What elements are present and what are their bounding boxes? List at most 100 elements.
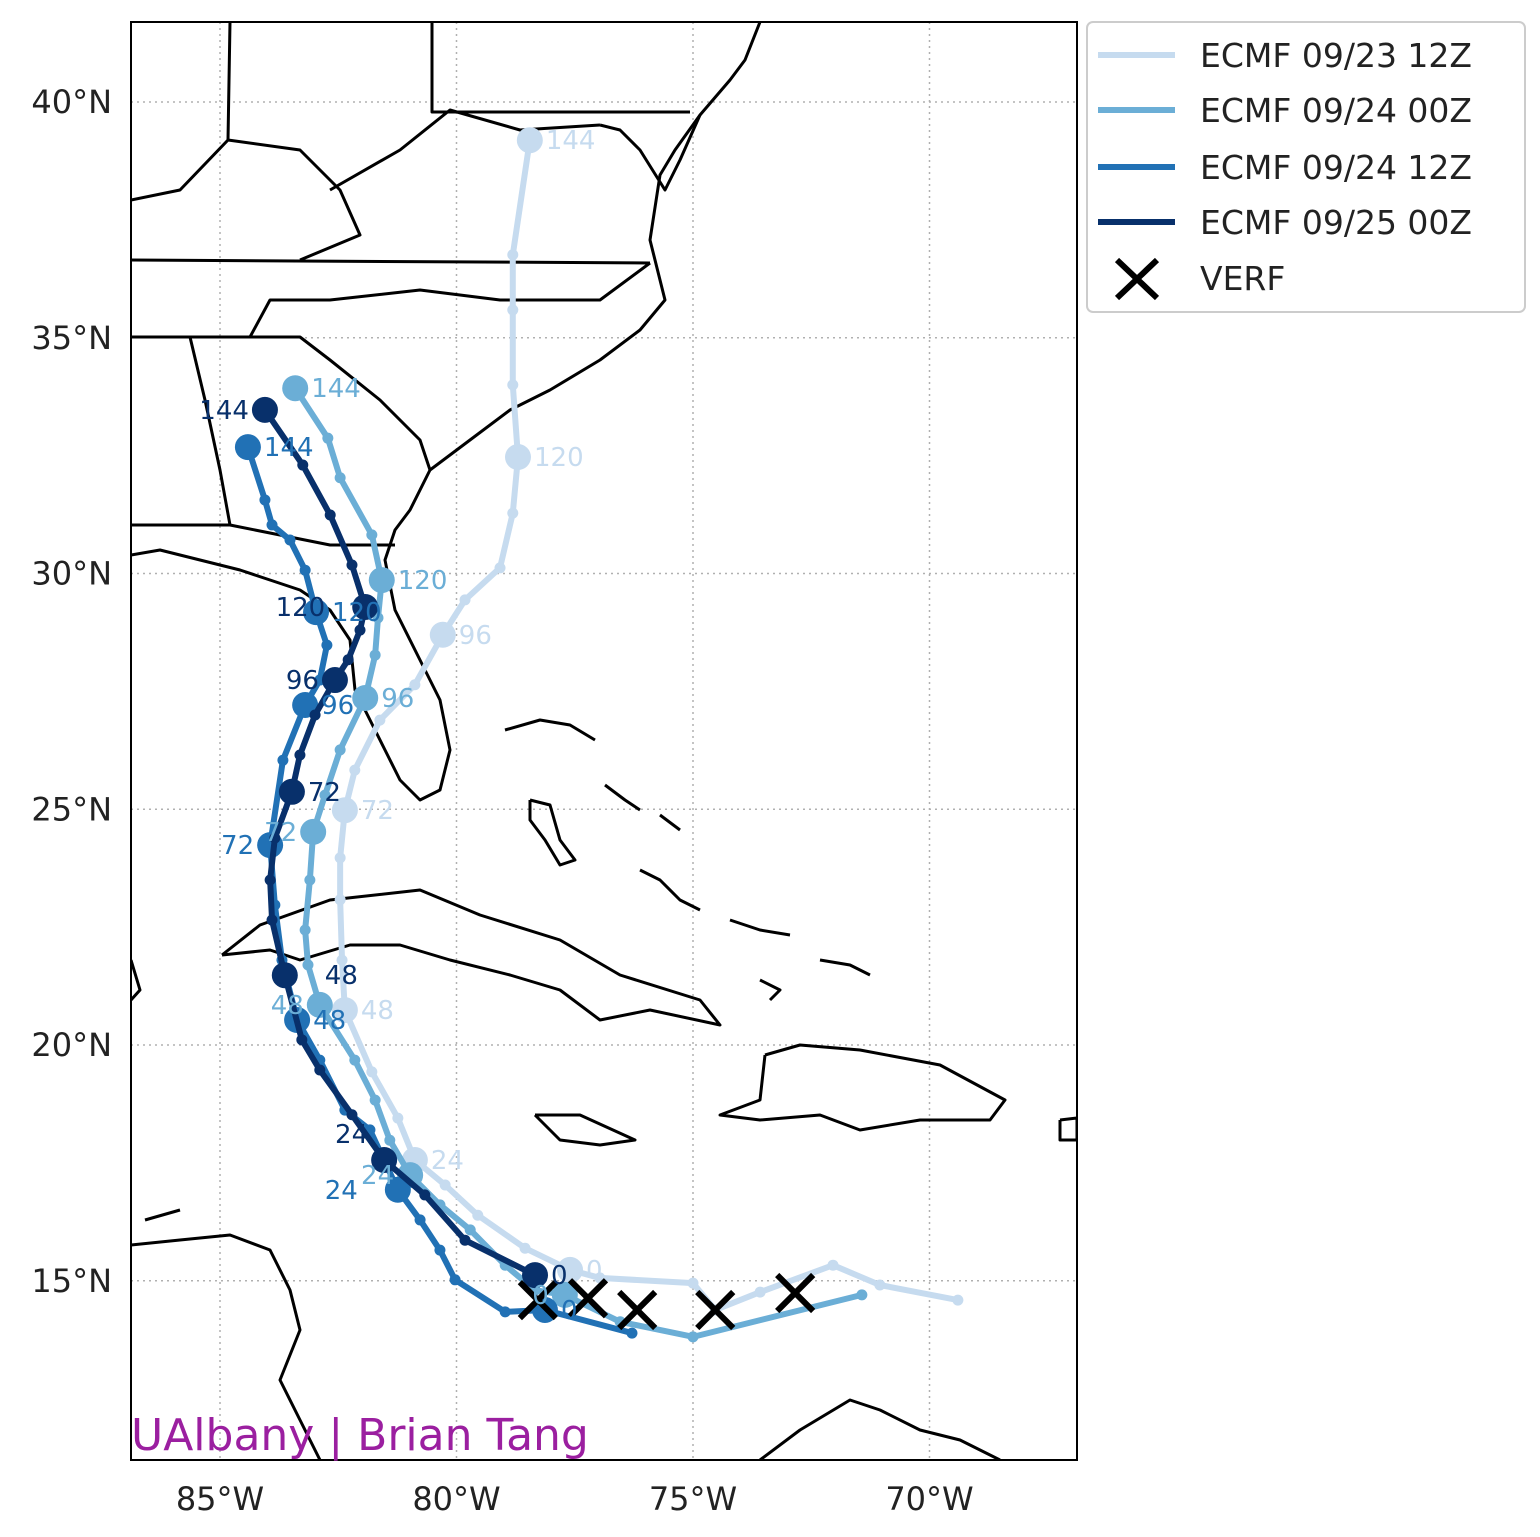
forecast-hour-label: 0 <box>586 1256 603 1286</box>
plot-frame <box>130 21 1078 1461</box>
forecast-hour-label: 24 <box>335 1120 368 1150</box>
track-point <box>334 894 346 906</box>
watermark: UAlbany | Brian Tang <box>131 1410 589 1461</box>
track-point <box>346 1109 358 1121</box>
forecast-hour-label: 24 <box>325 1176 358 1206</box>
track-point-major <box>271 962 298 989</box>
track-point-major <box>303 599 330 626</box>
track-point <box>322 432 334 444</box>
track-point <box>459 594 471 606</box>
track-point <box>259 494 271 506</box>
track-point <box>297 459 309 471</box>
forecast-hour-label: 144 <box>264 433 314 463</box>
track-point <box>439 1179 451 1191</box>
track-point <box>324 509 336 521</box>
track-point-major <box>352 593 379 620</box>
forecast-hour-label: 48 <box>271 991 304 1021</box>
track-point <box>314 1064 326 1076</box>
track-point-major <box>352 684 379 711</box>
verf-x-marker <box>775 1272 816 1314</box>
forecast-hour-label: 96 <box>381 684 414 714</box>
forecast-hour-label: 24 <box>361 1161 394 1191</box>
track-point <box>459 1234 471 1246</box>
forecast-hour-label: 96 <box>321 691 354 721</box>
forecast-hour-label: 144 <box>199 396 249 426</box>
track-point <box>449 1274 461 1286</box>
legend-x-icon <box>1114 257 1160 301</box>
track-point-major <box>331 997 358 1024</box>
track-point <box>334 472 346 484</box>
x-icon <box>775 1272 816 1314</box>
track-line <box>262 408 537 1278</box>
track-point <box>827 1259 839 1271</box>
track-point <box>519 1242 531 1254</box>
track-line <box>337 139 959 1313</box>
track-point <box>687 1331 699 1343</box>
axis-ticks: 85°W 80°W 75°W 70°W 40°N 35°N 30°N 25°N 20°N 15°N <box>31 83 973 1518</box>
track-point-major <box>282 375 309 402</box>
verf-x-marker <box>695 1289 736 1331</box>
track-point <box>369 649 381 661</box>
track-point <box>264 874 276 886</box>
track-point <box>334 852 346 864</box>
verification-markers <box>517 1272 816 1331</box>
forecast-hour-label: 72 <box>308 778 341 808</box>
legend-label: ECMF 09/23 12Z <box>1200 36 1472 75</box>
legend-label: VERF <box>1200 259 1285 298</box>
y-tick-label: 40°N <box>31 83 112 121</box>
track-point <box>754 1286 766 1298</box>
track-point-major <box>557 1256 584 1283</box>
track-point-major <box>300 818 327 845</box>
x-icon <box>695 1289 736 1331</box>
y-tick-label: 30°N <box>31 555 112 593</box>
track-point <box>349 764 361 776</box>
verf-x-marker <box>567 1278 609 1319</box>
track-point-major <box>371 1147 398 1174</box>
track-line <box>292 386 863 1340</box>
track-point <box>384 1134 396 1146</box>
verf-x-marker <box>517 1279 558 1321</box>
forecast-hour-label: 96 <box>286 666 319 696</box>
track-point-major <box>321 667 348 694</box>
track-3 <box>251 396 549 1289</box>
forecast-hour-label: 24 <box>431 1146 464 1176</box>
legend-label: ECMF 09/24 12Z <box>1200 148 1472 187</box>
track-point <box>266 519 278 531</box>
track-point-major <box>306 991 333 1018</box>
track-point <box>334 744 346 756</box>
track-point <box>414 1214 426 1226</box>
track-point <box>366 1066 378 1078</box>
coastlines <box>131 22 1077 1460</box>
track-point <box>336 954 348 966</box>
forecast-hour-label: 48 <box>325 961 358 991</box>
track-point-major <box>429 621 456 648</box>
track-point-major <box>331 797 358 824</box>
track-point <box>302 959 314 971</box>
track-point <box>472 1209 484 1221</box>
track-point <box>419 1189 431 1201</box>
gridlines <box>131 22 1077 1460</box>
track-point <box>687 1277 699 1289</box>
track-point-major <box>504 444 531 471</box>
legend-label: ECMF 09/24 00Z <box>1200 91 1472 130</box>
track-point <box>409 679 421 691</box>
forecast-hour-label: 120 <box>398 566 448 596</box>
track-point <box>856 1289 868 1301</box>
track-point <box>499 1306 511 1318</box>
track-point <box>284 534 296 546</box>
track-point-major <box>278 778 305 805</box>
track-point <box>299 564 311 576</box>
track-point <box>507 249 519 261</box>
forecast-hour-label: 120 <box>332 598 382 628</box>
track-point <box>464 1224 476 1236</box>
track-point <box>369 1094 381 1106</box>
forecast-hour-label: 48 <box>361 996 394 1026</box>
track-point <box>319 789 331 801</box>
verf-x-marker <box>617 1289 658 1331</box>
forecast-hour-label: 144 <box>546 126 596 156</box>
forecast-hour-label: 48 <box>313 1006 346 1036</box>
x-icon <box>567 1278 609 1319</box>
track-point-major <box>516 127 543 154</box>
forecast-hour-label: 0 <box>532 1281 549 1311</box>
